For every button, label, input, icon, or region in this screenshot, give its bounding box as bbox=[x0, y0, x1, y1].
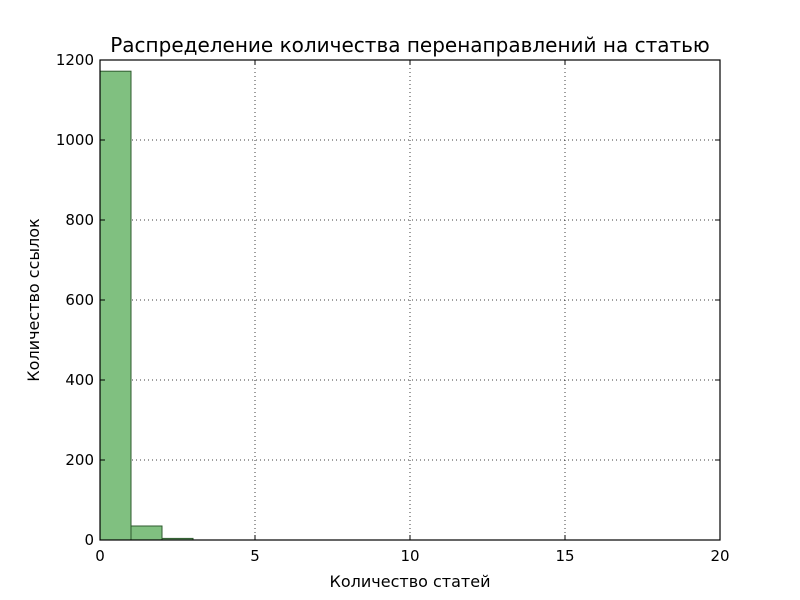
histogram-bar-0 bbox=[99, 70, 132, 541]
chart-title: Распределение количества перенаправлений… bbox=[110, 33, 710, 57]
x-tick-label-3: 15 bbox=[555, 547, 574, 565]
y-tick-label-1: 200 bbox=[65, 451, 94, 469]
x-tick-label-4: 20 bbox=[710, 547, 729, 565]
histogram-bar-1 bbox=[130, 525, 163, 541]
y-tick-label-0: 0 bbox=[84, 531, 94, 549]
y-tick-label-4: 800 bbox=[65, 211, 94, 229]
y-axis-label: Количество ссылок bbox=[24, 218, 43, 382]
x-axis-label: Количество статей bbox=[330, 572, 491, 591]
y-tick-label-3: 600 bbox=[65, 291, 94, 309]
y-tick-label-6: 1200 bbox=[56, 51, 94, 69]
grid-lines bbox=[100, 60, 720, 540]
x-tick-label-2: 10 bbox=[400, 547, 419, 565]
x-tick-label-1: 5 bbox=[250, 547, 260, 565]
y-tick-label-5: 1000 bbox=[56, 131, 94, 149]
y-tick-label-2: 400 bbox=[65, 371, 94, 389]
bars bbox=[99, 70, 194, 541]
x-tick-label-0: 0 bbox=[95, 547, 105, 565]
